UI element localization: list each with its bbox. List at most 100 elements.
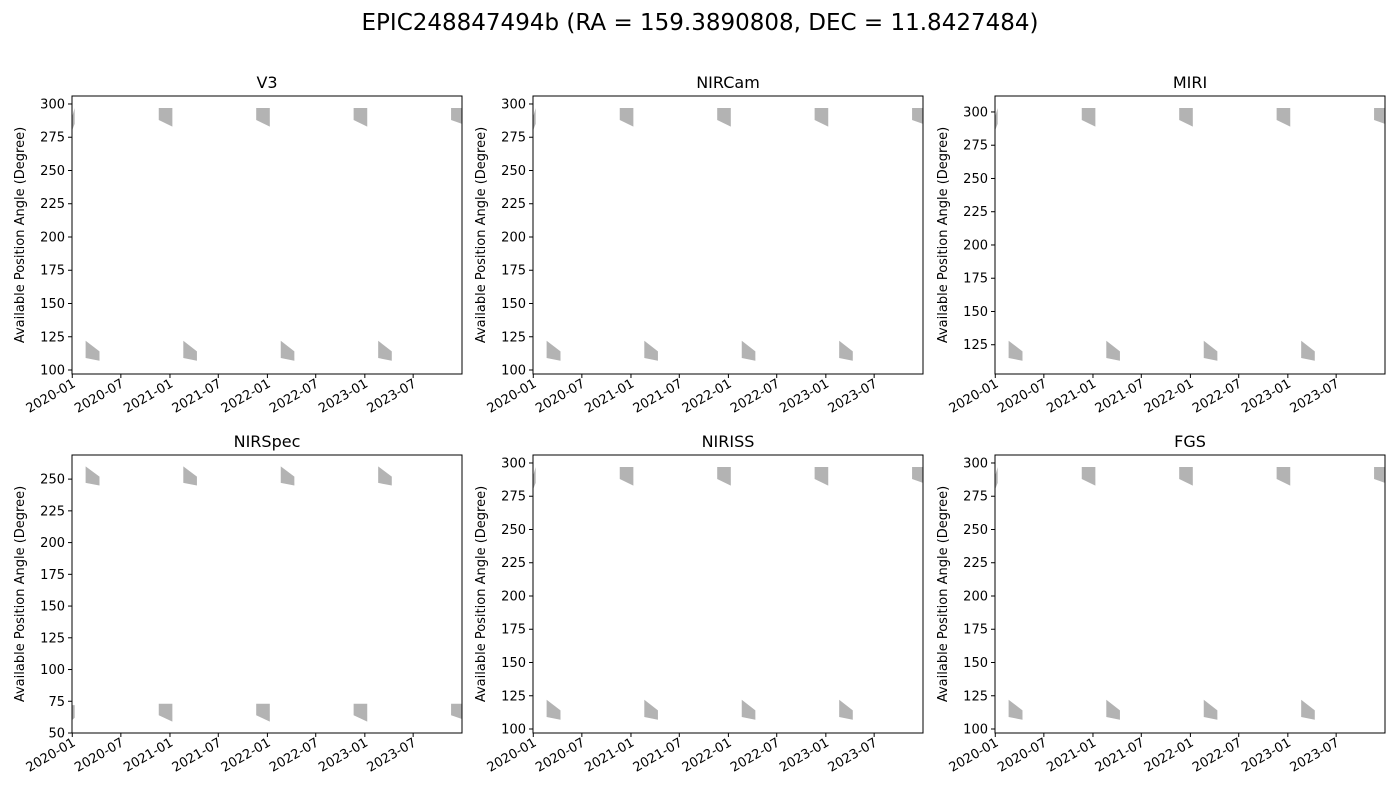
available-pa-band-5 — [741, 340, 756, 361]
y-tick-label: 300 — [501, 97, 526, 112]
y-tick-label: 150 — [501, 656, 526, 671]
y-tick-label: 100 — [501, 364, 526, 379]
y-tick-label: 100 — [501, 723, 526, 738]
x-tick-label: 2021-07 — [631, 376, 686, 416]
panel-title: MIRI — [1173, 73, 1207, 92]
y-tick-label: 225 — [963, 205, 988, 220]
figure-title: EPIC248847494b (RA = 159.3890808, DEC = … — [361, 10, 1039, 36]
x-tick-label: 2021-01 — [582, 735, 637, 775]
x-tick-label: 2021-01 — [1044, 735, 1099, 775]
y-tick-label: 175 — [963, 623, 988, 638]
available-pa-band-2 — [1081, 466, 1096, 486]
y-tick-label: 150 — [963, 656, 988, 671]
x-tick-label: 2022-01 — [1142, 376, 1197, 416]
available-pa-band-0 — [995, 466, 998, 490]
available-pa-band-7 — [378, 466, 392, 486]
y-tick-label: 200 — [501, 589, 526, 604]
available-pa-band-2 — [158, 703, 173, 722]
available-pa-band-7 — [1301, 340, 1315, 361]
y-tick-label: 100 — [963, 723, 988, 738]
y-tick-label: 300 — [501, 456, 526, 471]
axes-frame — [71, 95, 463, 375]
available-pa-band-0 — [72, 107, 75, 131]
available-pa-band-7 — [378, 340, 392, 361]
x-tick-label: 2020-07 — [533, 735, 588, 775]
y-axis-label: Available Position Angle (Degree) — [13, 127, 28, 343]
available-pa-band-8 — [451, 107, 462, 124]
available-pa-band-6 — [814, 466, 829, 486]
available-pa-band-5 — [280, 466, 295, 486]
available-pa-band-6 — [814, 107, 829, 127]
available-pa-band-0 — [72, 705, 75, 721]
available-pa-band-4 — [1179, 107, 1193, 127]
x-tick-label: 2020-01 — [24, 376, 79, 416]
available-pa-band-5 — [1203, 340, 1218, 361]
available-pa-band-5 — [1203, 699, 1218, 720]
bands — [995, 107, 1385, 361]
x-tick-label: 2023-07 — [1288, 376, 1343, 416]
panel-nirspec: 50751001251501752002252502020-012020-072… — [13, 432, 463, 776]
bands — [533, 466, 923, 720]
available-pa-band-6 — [353, 703, 368, 722]
x-tick-label: 2021-01 — [582, 376, 637, 416]
x-tick-label: 2023-01 — [777, 735, 832, 775]
available-pa-band-8 — [1374, 466, 1385, 483]
y-tick-label: 150 — [40, 297, 65, 312]
y-tick-label: 125 — [40, 330, 65, 345]
x-tick-label: 2023-07 — [1288, 735, 1343, 775]
available-pa-band-0 — [533, 107, 536, 131]
y-tick-label: 250 — [963, 172, 988, 187]
y-tick-label: 300 — [963, 105, 988, 120]
available-pa-band-4 — [256, 107, 270, 127]
y-axis-label: Available Position Angle (Degree) — [13, 486, 28, 702]
available-pa-band-3 — [183, 340, 197, 361]
x-tick-label: 2023-01 — [316, 376, 371, 416]
y-tick-label: 175 — [501, 264, 526, 279]
x-tick-label: 2023-01 — [1239, 735, 1294, 775]
y-tick-label: 125 — [501, 330, 526, 345]
y-tick-label: 225 — [40, 504, 65, 519]
axes-frame — [994, 95, 1386, 375]
available-pa-band-3 — [183, 466, 197, 486]
y-tick-label: 225 — [501, 556, 526, 571]
y-tick-label: 125 — [963, 338, 988, 353]
available-pa-band-8 — [912, 107, 923, 124]
x-tick-label: 2020-07 — [533, 376, 588, 416]
available-pa-band-7 — [1301, 699, 1315, 720]
y-tick-label: 200 — [963, 238, 988, 253]
y-tick-label: 300 — [963, 456, 988, 471]
available-pa-band-7 — [839, 699, 853, 720]
x-tick-label: 2023-07 — [365, 376, 420, 416]
y-tick-label: 200 — [963, 589, 988, 604]
x-tick-label: 2022-01 — [1142, 735, 1197, 775]
y-tick-label: 75 — [48, 695, 65, 710]
available-pa-band-3 — [644, 340, 658, 361]
available-pa-band-1 — [546, 699, 561, 720]
x-tick-label: 2022-07 — [1190, 735, 1245, 775]
y-tick-label: 225 — [963, 556, 988, 571]
y-tick-label: 275 — [40, 131, 65, 146]
x-tick-label: 2022-07 — [728, 376, 783, 416]
panel-fgs: 100 125 150 175 200 225 250 275 300 2020-012020-0… — [936, 432, 1386, 776]
y-tick-label: 250 — [501, 523, 526, 538]
y-tick-label: 200 — [40, 536, 65, 551]
x-tick-label: 2022-07 — [728, 735, 783, 775]
available-pa-band-6 — [1276, 107, 1291, 127]
available-pa-band-6 — [353, 107, 368, 127]
panel-title: V3 — [256, 73, 277, 92]
y-tick-label: 300 — [40, 97, 65, 112]
available-pa-band-4 — [1179, 466, 1193, 486]
y-tick-label: 125 — [40, 631, 65, 646]
bands — [72, 466, 462, 722]
x-tick-label: 2023-07 — [826, 376, 881, 416]
x-tick-label: 2022-07 — [1190, 376, 1245, 416]
y-tick-label: 250 — [40, 164, 65, 179]
x-tick-label: 2020-07 — [72, 735, 127, 775]
y-tick-label: 200 — [40, 230, 65, 245]
panel-niriss: 100 125 150 175 200 225 250 275 300 2020-012020-0… — [474, 432, 924, 776]
available-pa-band-3 — [1106, 340, 1120, 361]
x-tick-label: 2021-01 — [121, 735, 176, 775]
y-tick-label: 250 — [501, 164, 526, 179]
x-tick-label: 2021-07 — [1093, 376, 1148, 416]
bands — [72, 107, 462, 361]
